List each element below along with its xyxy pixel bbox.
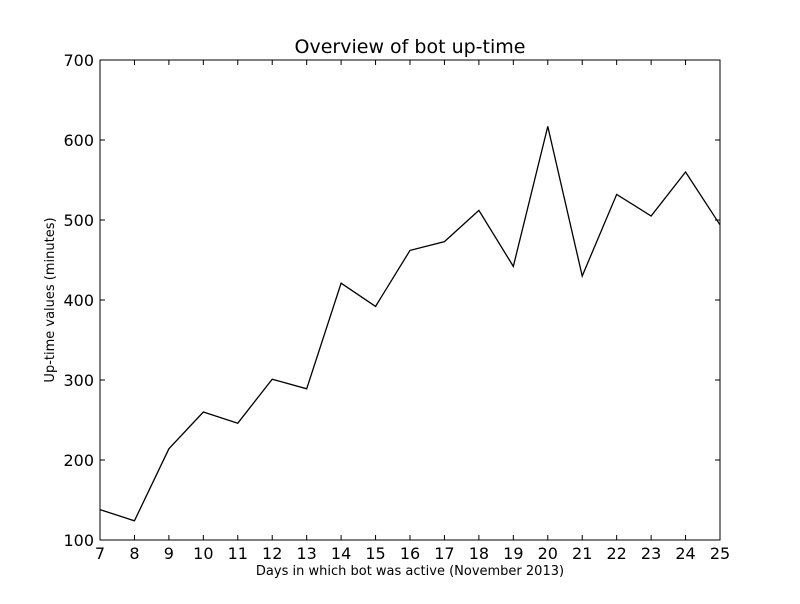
x-axis-ticks: 7 8 9 10 11 12 13 14 15 16 17 18 19 20 21 22 23 24 25 bbox=[95, 60, 730, 563]
y-tick-label: 500 bbox=[63, 211, 94, 230]
x-tick-label: 10 bbox=[193, 544, 213, 563]
x-tick-label: 24 bbox=[675, 544, 695, 563]
x-tick-label: 23 bbox=[641, 544, 661, 563]
series-group bbox=[99, 126, 721, 522]
x-tick-label: 21 bbox=[572, 544, 592, 563]
x-tick-label: 14 bbox=[331, 544, 351, 563]
x-tick-label: 16 bbox=[400, 544, 420, 563]
y-axis-label: Up-time values (minutes) bbox=[43, 217, 58, 382]
x-tick-label: 8 bbox=[129, 544, 139, 563]
plot-frame bbox=[99, 59, 721, 541]
x-tick-label: 13 bbox=[296, 544, 316, 563]
y-axis-ticks: 100 200 300 400 500 600 700 bbox=[63, 51, 720, 550]
x-tick-label: 19 bbox=[503, 544, 523, 563]
chart-title: Overview of bot up-time bbox=[295, 36, 526, 58]
x-tick-label: 22 bbox=[606, 544, 626, 563]
x-tick-label: 17 bbox=[434, 544, 454, 563]
y-tick-label: 600 bbox=[63, 131, 94, 150]
x-tick-label: 25 bbox=[710, 544, 730, 563]
series-line bbox=[99, 126, 721, 522]
y-tick-label: 100 bbox=[63, 531, 94, 550]
x-tick-label: 12 bbox=[262, 544, 282, 563]
y-tick-label: 300 bbox=[63, 371, 94, 390]
x-tick-label: 15 bbox=[365, 544, 385, 563]
x-tick-label: 20 bbox=[538, 544, 558, 563]
x-axis-label: Days in which bot was active (November 2… bbox=[256, 564, 564, 579]
x-tick-label: 11 bbox=[228, 544, 248, 563]
x-tick-label: 18 bbox=[469, 544, 489, 563]
y-tick-label: 200 bbox=[63, 451, 94, 470]
x-tick-label: 7 bbox=[95, 544, 105, 563]
x-tick-label: 9 bbox=[164, 544, 174, 563]
y-tick-label: 400 bbox=[63, 291, 94, 310]
y-tick-label: 700 bbox=[63, 51, 94, 70]
